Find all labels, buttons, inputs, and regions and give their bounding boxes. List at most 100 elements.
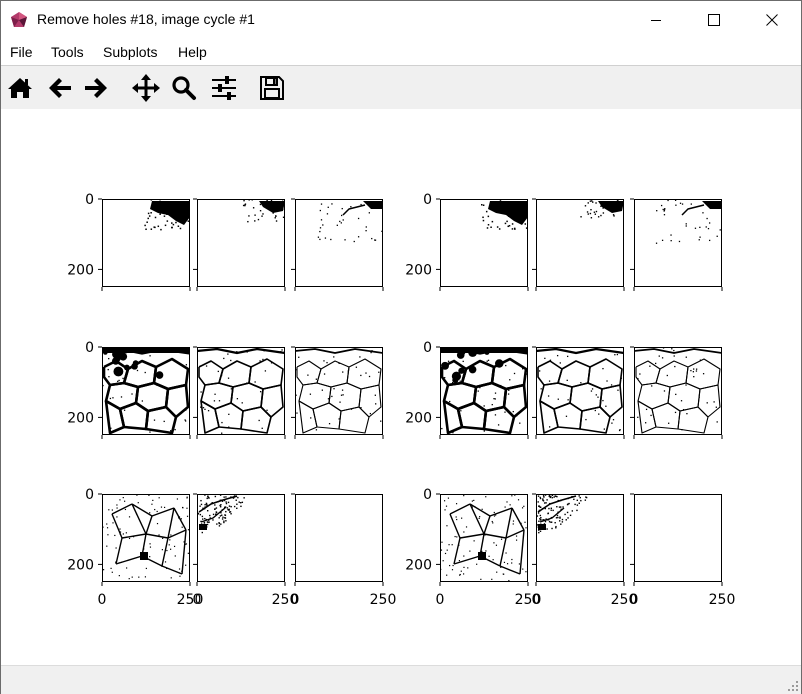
subplot-frame [536, 347, 624, 435]
back-button[interactable] [45, 72, 75, 104]
binary-image [580, 199, 624, 219]
minimize-button[interactable] [627, 1, 685, 39]
subplot-R-r2-c3[interactable] [630, 346, 723, 439]
binary-image [144, 199, 190, 231]
subplot-frame [295, 347, 383, 435]
resize-grip-icon[interactable] [787, 680, 799, 692]
subplot-R-r1-c2[interactable] [532, 198, 625, 291]
subplot-frame [536, 199, 624, 287]
x-tick-label: 250 [611, 592, 638, 608]
subplot-frame [197, 199, 285, 287]
menu-help[interactable]: Help [178, 44, 207, 60]
subplot-L-r3-c2[interactable]: 0 250 [193, 493, 299, 608]
window-title: Remove holes #18, image cycle #1 [37, 11, 255, 27]
binary-image [102, 347, 190, 435]
subplot-frame [536, 494, 624, 582]
configure-subplots-button[interactable] [209, 72, 239, 104]
subplot-frame [634, 347, 722, 435]
zoom-button[interactable] [169, 72, 199, 104]
x-tick-label: 0 [532, 592, 541, 608]
y-tick-label: 200 [67, 410, 94, 426]
subplot-R-r3-c3[interactable]: 0 250 [630, 493, 736, 608]
subplot-L-r2-c2[interactable] [193, 346, 286, 439]
x-tick-label: 250 [709, 592, 736, 608]
y-tick-label: 200 [405, 262, 432, 278]
forward-button[interactable] [81, 72, 111, 104]
matplotlib-cube-icon [11, 12, 27, 27]
x-tick-label: 0 [98, 592, 107, 608]
subplot-background [102, 494, 190, 582]
home-icon [8, 78, 32, 98]
navigation-toolbar [1, 66, 801, 109]
forward-icon [85, 78, 107, 98]
binary-image [536, 494, 588, 534]
subplot-R-r3-c2[interactable]: 0 250 [532, 493, 638, 608]
home-button[interactable] [5, 72, 35, 104]
subplot-frame [197, 347, 285, 435]
subplot-background [536, 494, 624, 582]
configure-subplots-icon [212, 76, 236, 100]
subplot-frame [102, 347, 190, 435]
subplot-frame [634, 494, 722, 582]
save-button[interactable] [257, 72, 287, 104]
figure-canvas[interactable]: 0 200 0 200 0 200 0 250 0 250 0 250 0 200 0 200 0 200 0 250… [1, 109, 801, 665]
subplot-background [197, 494, 285, 582]
menu-divider [1, 65, 801, 66]
subplot-frame [440, 494, 528, 582]
subplot-frame [634, 199, 722, 287]
maximize-button[interactable] [685, 1, 743, 39]
menu-tools[interactable]: Tools [51, 44, 84, 60]
binary-image [440, 494, 527, 582]
status-bar [1, 665, 801, 694]
x-tick-label: 0 [630, 592, 639, 608]
subplot-L-r1-c2[interactable] [193, 198, 286, 291]
subplot-L-r1-c3[interactable] [291, 198, 384, 291]
subplot-frame [197, 494, 285, 582]
subplot-L-r2-c1[interactable]: 0 200 [67, 340, 191, 439]
subplot-background [634, 199, 722, 287]
binary-image [317, 199, 383, 243]
subplot-background [440, 494, 528, 582]
binary-image [634, 347, 722, 434]
y-tick-label: 0 [423, 340, 432, 356]
subplot-frame [102, 199, 190, 287]
y-tick-label: 0 [85, 192, 94, 208]
menu-bar: File Tools Subplots Help [1, 39, 801, 65]
subplot-R-r2-c2[interactable] [532, 346, 625, 439]
pan-button[interactable] [131, 72, 161, 104]
menu-subplots[interactable]: Subplots [103, 44, 158, 60]
subplot-frame [295, 199, 383, 287]
x-tick-label: 250 [515, 592, 542, 608]
binary-image [440, 347, 528, 435]
subplot-R-r1-c3[interactable] [630, 198, 723, 291]
binary-image [295, 348, 383, 434]
close-button[interactable] [743, 1, 801, 39]
back-icon [49, 78, 71, 98]
subplot-background [536, 199, 624, 287]
x-tick-label: 250 [177, 592, 204, 608]
maximize-icon [708, 14, 720, 26]
subplot-L-r3-c3[interactable]: 0 250 [291, 493, 397, 608]
subplot-L-r1-c1[interactable]: 0 200 [67, 192, 191, 291]
subplot-frame [295, 494, 383, 582]
subplot-background [634, 347, 722, 435]
y-tick-label: 200 [405, 410, 432, 426]
subplot-R-r2-c1[interactable]: 0 200 [405, 340, 529, 439]
binary-image [536, 347, 624, 434]
subplot-background [197, 199, 285, 287]
title-bar[interactable]: Remove holes #18, image cycle #1 [1, 1, 801, 39]
close-icon [766, 14, 778, 26]
zoom-icon [172, 76, 196, 100]
x-tick-label: 250 [370, 592, 397, 608]
y-tick-label: 200 [405, 557, 432, 573]
subplot-L-r2-c3[interactable] [291, 346, 384, 439]
x-tick-label: 0 [436, 592, 445, 608]
subplot-background [634, 494, 722, 582]
y-tick-label: 0 [85, 487, 94, 503]
menu-file[interactable]: File [10, 44, 33, 60]
subplot-R-r1-c1[interactable]: 0 200 [405, 192, 529, 291]
